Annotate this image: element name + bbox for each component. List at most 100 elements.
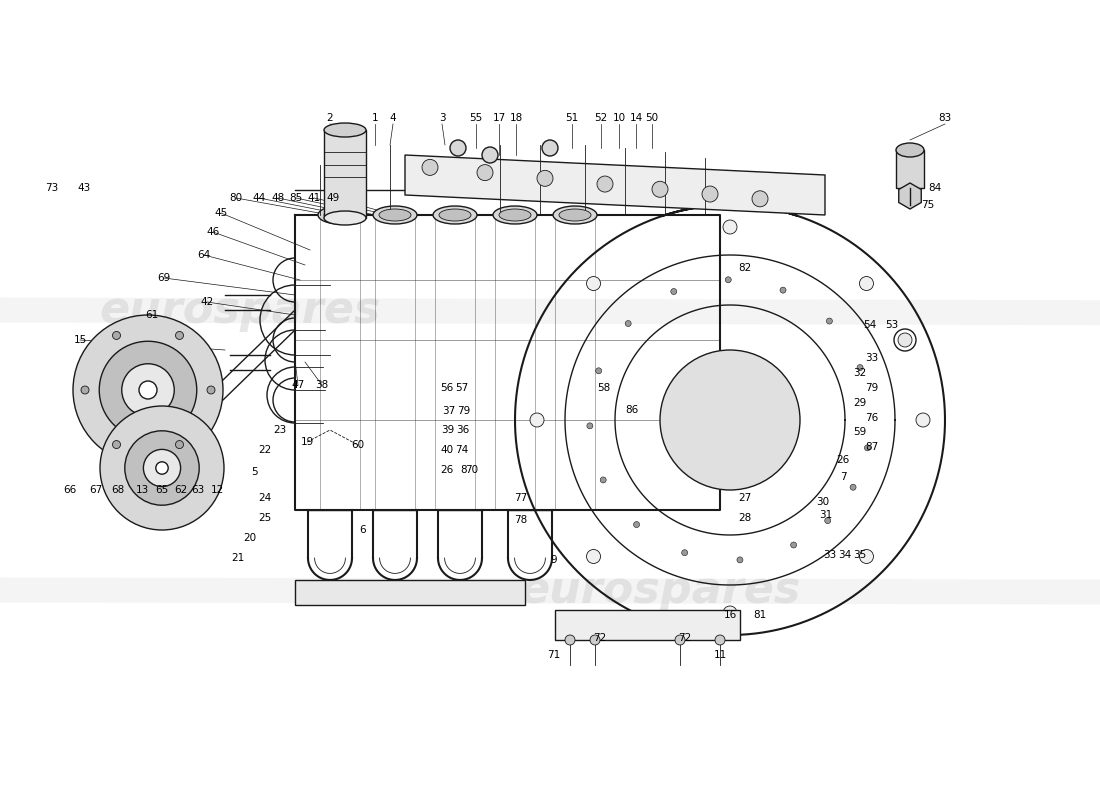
Ellipse shape bbox=[553, 206, 597, 224]
Text: 84: 84 bbox=[928, 183, 942, 193]
Circle shape bbox=[565, 635, 575, 645]
Circle shape bbox=[124, 430, 199, 506]
Text: 64: 64 bbox=[197, 250, 210, 260]
Text: 66: 66 bbox=[64, 485, 77, 495]
Text: 81: 81 bbox=[754, 610, 767, 620]
Text: 10: 10 bbox=[613, 113, 626, 123]
Circle shape bbox=[723, 606, 737, 620]
Circle shape bbox=[100, 406, 224, 530]
Circle shape bbox=[597, 176, 613, 192]
Polygon shape bbox=[405, 155, 825, 215]
Text: 40: 40 bbox=[440, 445, 453, 455]
Circle shape bbox=[73, 315, 223, 465]
Text: 31: 31 bbox=[820, 510, 833, 520]
Circle shape bbox=[482, 147, 498, 163]
Text: 17: 17 bbox=[493, 113, 506, 123]
Text: 47: 47 bbox=[292, 380, 305, 390]
Text: 80: 80 bbox=[230, 193, 243, 203]
Circle shape bbox=[176, 441, 184, 449]
Circle shape bbox=[634, 522, 639, 527]
Circle shape bbox=[122, 364, 174, 416]
Bar bbox=[295, 580, 525, 605]
Ellipse shape bbox=[379, 209, 411, 221]
Text: 15: 15 bbox=[74, 335, 87, 345]
Circle shape bbox=[537, 170, 553, 186]
Text: 45: 45 bbox=[214, 208, 228, 218]
Text: 34: 34 bbox=[838, 550, 851, 560]
Ellipse shape bbox=[324, 211, 366, 225]
Text: 11: 11 bbox=[714, 650, 727, 660]
Text: 14: 14 bbox=[629, 113, 642, 123]
Text: 71: 71 bbox=[548, 650, 561, 660]
Text: 22: 22 bbox=[258, 445, 272, 455]
Text: 18: 18 bbox=[509, 113, 522, 123]
Circle shape bbox=[752, 191, 768, 207]
Text: 61: 61 bbox=[145, 310, 158, 320]
Polygon shape bbox=[899, 183, 922, 209]
Ellipse shape bbox=[559, 209, 591, 221]
Text: 37: 37 bbox=[442, 406, 455, 416]
Text: 83: 83 bbox=[938, 113, 952, 123]
Circle shape bbox=[477, 165, 493, 181]
Text: 57: 57 bbox=[455, 383, 469, 393]
Text: 16: 16 bbox=[724, 610, 737, 620]
Text: eurospares: eurospares bbox=[519, 569, 801, 611]
Text: 33: 33 bbox=[866, 353, 879, 363]
Bar bbox=[896, 150, 924, 188]
Circle shape bbox=[601, 477, 606, 483]
Circle shape bbox=[715, 635, 725, 645]
Circle shape bbox=[865, 445, 870, 451]
Text: 12: 12 bbox=[210, 485, 223, 495]
Text: 87: 87 bbox=[866, 442, 879, 452]
Text: 26: 26 bbox=[836, 455, 849, 465]
Circle shape bbox=[112, 441, 121, 449]
Circle shape bbox=[542, 140, 558, 156]
Text: 65: 65 bbox=[155, 485, 168, 495]
Text: 43: 43 bbox=[77, 183, 90, 193]
Text: 13: 13 bbox=[135, 485, 149, 495]
Text: 21: 21 bbox=[231, 553, 244, 563]
Text: 25: 25 bbox=[258, 513, 272, 523]
Circle shape bbox=[207, 386, 215, 394]
Ellipse shape bbox=[324, 209, 356, 221]
Text: 59: 59 bbox=[854, 427, 867, 437]
Text: 76: 76 bbox=[866, 413, 879, 423]
Circle shape bbox=[596, 368, 602, 374]
Text: 82: 82 bbox=[738, 263, 751, 273]
Text: 55: 55 bbox=[470, 113, 483, 123]
Text: 50: 50 bbox=[646, 113, 659, 123]
Text: 54: 54 bbox=[864, 320, 877, 330]
Text: 85: 85 bbox=[289, 193, 302, 203]
Circle shape bbox=[916, 413, 930, 427]
Text: 38: 38 bbox=[316, 380, 329, 390]
Text: eurospares: eurospares bbox=[99, 289, 381, 331]
Text: 6: 6 bbox=[360, 525, 366, 535]
Text: 78: 78 bbox=[515, 515, 528, 525]
Text: 56: 56 bbox=[440, 383, 453, 393]
Text: 39: 39 bbox=[441, 425, 454, 435]
Text: 24: 24 bbox=[258, 493, 272, 503]
Circle shape bbox=[825, 518, 830, 524]
Text: 79: 79 bbox=[458, 406, 471, 416]
Text: 23: 23 bbox=[274, 425, 287, 435]
Circle shape bbox=[422, 159, 438, 175]
Text: 48: 48 bbox=[272, 193, 285, 203]
Text: 30: 30 bbox=[816, 497, 829, 507]
Text: 5: 5 bbox=[252, 467, 258, 477]
Circle shape bbox=[826, 318, 833, 324]
Text: 60: 60 bbox=[351, 440, 364, 450]
Text: 79: 79 bbox=[866, 383, 879, 393]
Circle shape bbox=[850, 484, 856, 490]
Circle shape bbox=[530, 413, 544, 427]
Text: 62: 62 bbox=[175, 485, 188, 495]
Text: 19: 19 bbox=[300, 437, 313, 447]
Circle shape bbox=[81, 386, 89, 394]
Bar bbox=[324, 130, 366, 218]
Circle shape bbox=[450, 140, 466, 156]
Circle shape bbox=[156, 462, 168, 474]
Circle shape bbox=[143, 450, 180, 486]
Text: 75: 75 bbox=[922, 200, 935, 210]
Text: 36: 36 bbox=[456, 425, 470, 435]
Ellipse shape bbox=[324, 123, 366, 137]
Text: 72: 72 bbox=[593, 633, 606, 643]
